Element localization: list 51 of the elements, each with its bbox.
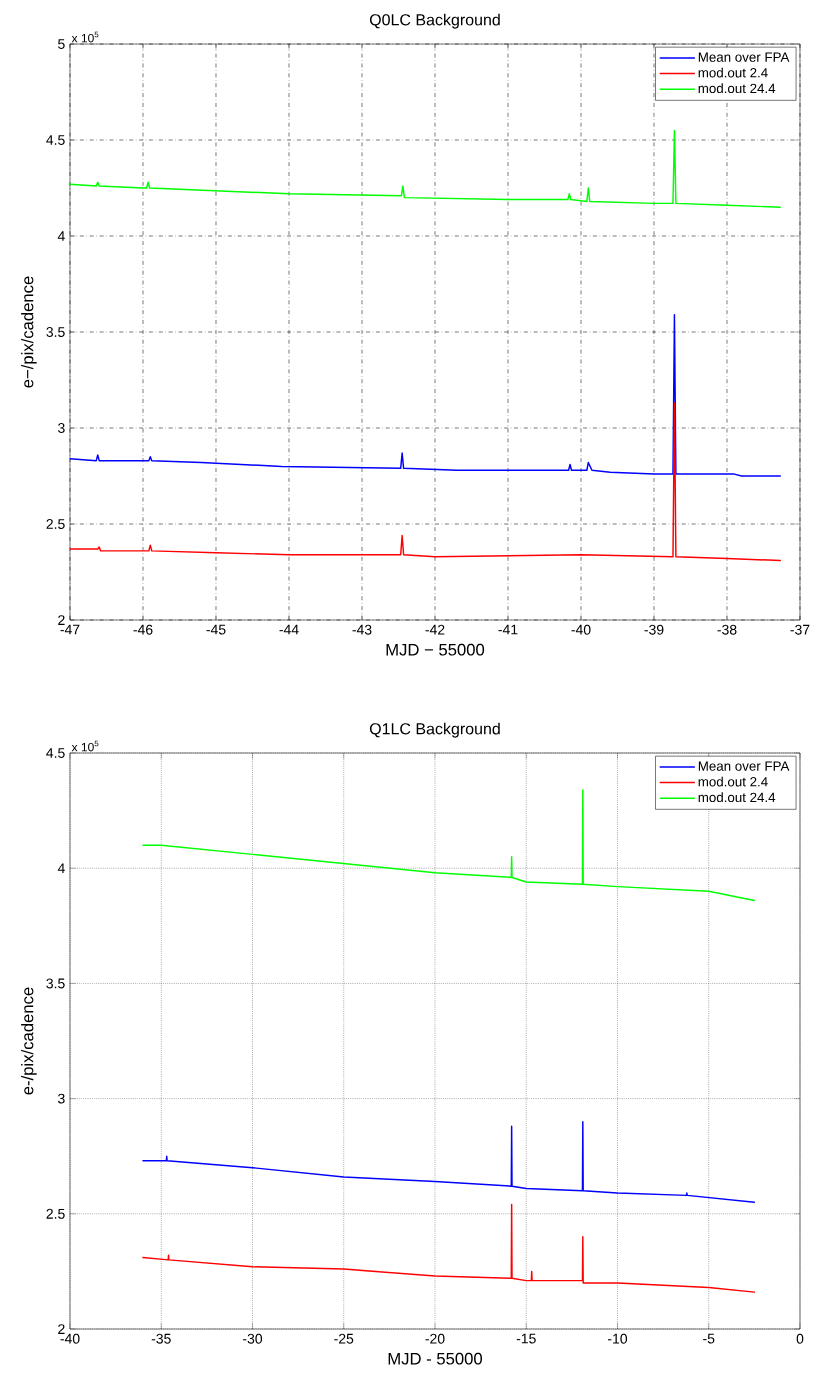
x-tick-label: -30 [243,1333,263,1344]
y-tick-label: 4 [58,231,66,241]
line-series [142,1203,756,1293]
legend-label: mod.out 2.4 [698,776,768,787]
x-tick-label: -42 [425,624,445,635]
x-tick-label: -20 [425,1333,445,1344]
legend-label: mod.out 24.4 [698,83,776,94]
line-series [142,1120,756,1204]
x-tick-label: -15 [516,1333,536,1344]
y-tick-label: 5 [58,39,65,49]
chart-title: Q0LC Background [370,13,500,29]
x-tick-label: -10 [608,1333,628,1344]
y-tick-label: 3.5 [46,327,65,337]
x-tick-label: -35 [151,1333,171,1344]
line-series [70,129,782,208]
x-tick-label: -44 [279,624,299,635]
y-tick-label: 4.5 [46,135,65,145]
x-axis-title: MJD - 55000 [388,1352,483,1365]
x-tick-label: -37 [790,624,810,635]
text: x 10$^{5}$ [71,740,99,752]
text: x 10$^{5}$ [71,31,99,43]
y-tick-label: 2.5 [46,519,65,529]
x-tick-label: -40 [571,624,591,635]
y-tick-label: 3 [58,1093,65,1104]
x-axis-title: MJD − 55000 [386,643,485,656]
y-axis-title: e−/pix/cadence [21,276,37,388]
legend-label: Mean over FPA [699,761,790,771]
x-tick-label: -39 [644,624,664,635]
legend-label: mod.out 2.4 [698,67,768,78]
x-tick-label: -43 [352,624,372,635]
legend-label: mod.out 24.4 [698,792,776,803]
x-tick-label: -47 [60,624,80,635]
x-tick-label: -41 [498,624,518,635]
x-tick-label: -45 [206,624,226,635]
chart-title: Q1LC Background [370,722,500,738]
y-tick-label: 2 [58,615,65,625]
y-tick-label: 2.5 [46,1208,65,1219]
y-axis-title: e-/pix/cadence [21,987,37,1095]
y-tick-label: 4.5 [46,748,65,758]
x-tick-label: -46 [133,624,153,635]
x-tick-label: 0 [796,1333,804,1344]
y-tick-label: 3.5 [46,978,65,989]
line-series [70,402,782,562]
y-tick-label: 2 [58,1324,65,1334]
x-tick-label: -40 [60,1333,80,1344]
x-tick-label: -5 [703,1333,715,1344]
x-tick-label: -25 [334,1333,354,1344]
legend-label: Mean over FPA [699,52,790,62]
y-tick-label: 4 [58,863,66,874]
x-tick-label: -38 [717,624,737,635]
y-tick-label: 3 [58,423,65,433]
